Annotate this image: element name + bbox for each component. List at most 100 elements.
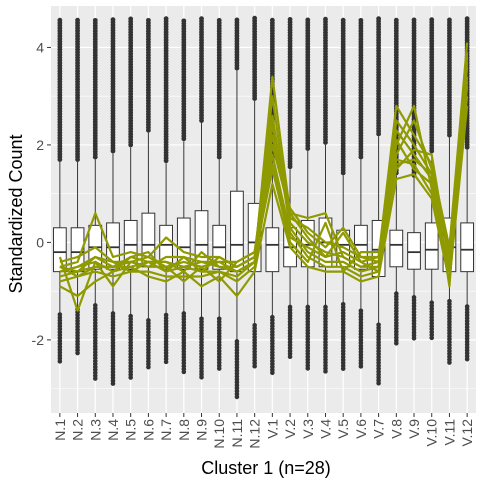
x-tick-label: V.5: [335, 419, 351, 439]
x-tick-label: V.7: [371, 419, 387, 439]
box-body: [265, 227, 280, 273]
box-V.5: [336, 17, 351, 371]
outlier-point: [128, 16, 134, 22]
outlier-point: [234, 394, 240, 400]
outlier-point: [358, 364, 364, 369]
outlier-point: [199, 16, 204, 22]
box-body: [460, 222, 475, 273]
outlier-point: [269, 17, 275, 23]
x-tick-label: N.6: [140, 419, 156, 441]
outlier-point: [447, 17, 452, 23]
outlier-point: [252, 363, 257, 369]
box-body: [424, 222, 439, 270]
outlier-point: [163, 16, 169, 22]
x-tick-label: N.7: [158, 419, 174, 441]
y-axis-title: Standardized Count: [6, 134, 26, 293]
box-N.11: [230, 17, 244, 400]
x-tick-label: V.10: [424, 419, 440, 447]
outlier-point: [358, 17, 364, 23]
y-tick-label: -2: [32, 332, 45, 348]
outlier-point: [393, 17, 399, 23]
box-body: [389, 229, 404, 268]
x-tick-label: V.3: [300, 419, 316, 439]
outlier-point: [146, 364, 151, 370]
box-N.6: [141, 17, 156, 370]
outlier-point: [92, 376, 98, 381]
outlier-point: [163, 359, 169, 365]
outlier-point: [234, 17, 240, 23]
series-line-10: [59, 81, 469, 278]
x-tick-label: V.2: [282, 419, 298, 439]
outlier-point: [75, 350, 80, 356]
x-tick-label: V.9: [406, 419, 422, 439]
x-tick-label: V.12: [459, 419, 475, 447]
outlier-point: [270, 370, 275, 376]
outlier-point: [92, 17, 98, 23]
outlier-point: [376, 16, 382, 22]
outlier-point: [128, 375, 133, 380]
outlier-point: [287, 17, 293, 22]
x-tick-label: N.8: [176, 419, 192, 441]
outlier-point: [75, 17, 80, 23]
outlier-point: [110, 17, 116, 23]
outlier-point: [323, 369, 328, 374]
outlier-point: [216, 17, 222, 23]
box-V.6: [354, 17, 368, 369]
box-N.8: [176, 18, 191, 375]
box-body: [106, 222, 120, 270]
x-tick-label: N.1: [52, 419, 68, 441]
box-V.2: [283, 17, 297, 360]
series-line-8: [58, 61, 469, 312]
outlier-point: [57, 17, 63, 23]
x-tick-label: N.9: [194, 419, 210, 441]
x-tick-label: N.10: [211, 419, 227, 449]
outlier-point: [323, 16, 328, 22]
outlier-point: [145, 17, 151, 23]
x-tick-label: N.2: [70, 419, 86, 441]
outlier-point: [181, 369, 187, 375]
y-tick-label: 2: [36, 137, 44, 153]
y-axis: -2 0 2 4: [32, 39, 51, 348]
box-N.2: [70, 17, 85, 356]
series-line-9: [59, 52, 469, 288]
outlier-point: [376, 380, 381, 386]
box-N.4: [106, 17, 120, 386]
outlier-point: [340, 366, 346, 371]
x-tick-label: N.12: [247, 419, 263, 449]
outlier-point: [447, 360, 452, 365]
outlier-point: [181, 18, 187, 24]
outlier-point: [429, 17, 435, 23]
outlier-point: [394, 340, 399, 346]
outlier-point: [199, 374, 204, 380]
box-body: [407, 232, 421, 270]
x-tick-label: N.11: [229, 419, 245, 448]
x-tick-label: N.4: [105, 419, 121, 441]
outlier-point: [305, 17, 311, 23]
outlier-point: [57, 359, 63, 364]
x-tick-label: V.11: [441, 419, 457, 446]
outlier-point: [411, 336, 417, 341]
x-tick-label: V.4: [317, 419, 333, 439]
boxes: [52, 15, 475, 400]
box-N.1: [52, 17, 67, 364]
series-lines: [58, 42, 469, 312]
x-axis: N.1 N.2 N.3 N.4 N.5 N.6 N.7 N.8 N.9 N.10 N.11 N.12 V…: [52, 413, 475, 449]
box-V.10: [424, 17, 439, 341]
outlier-point: [110, 381, 116, 386]
x-tick-label: V.1: [264, 419, 280, 439]
box-N.10: [212, 17, 227, 371]
x-axis-title: Cluster 1 (n=28): [201, 458, 331, 478]
outlier-point: [464, 356, 470, 362]
outlier-point: [411, 17, 417, 23]
outlier-point: [340, 17, 346, 23]
x-tick-label: V.6: [353, 419, 369, 439]
x-tick-label: V.8: [388, 419, 404, 439]
box-N.5: [123, 16, 138, 380]
outlier-point: [464, 16, 470, 22]
y-tick-label: 0: [36, 234, 44, 250]
outlier-point: [287, 354, 293, 360]
y-tick-label: 4: [36, 39, 44, 55]
outlier-point: [252, 15, 258, 21]
x-tick-label: N.5: [123, 419, 139, 441]
